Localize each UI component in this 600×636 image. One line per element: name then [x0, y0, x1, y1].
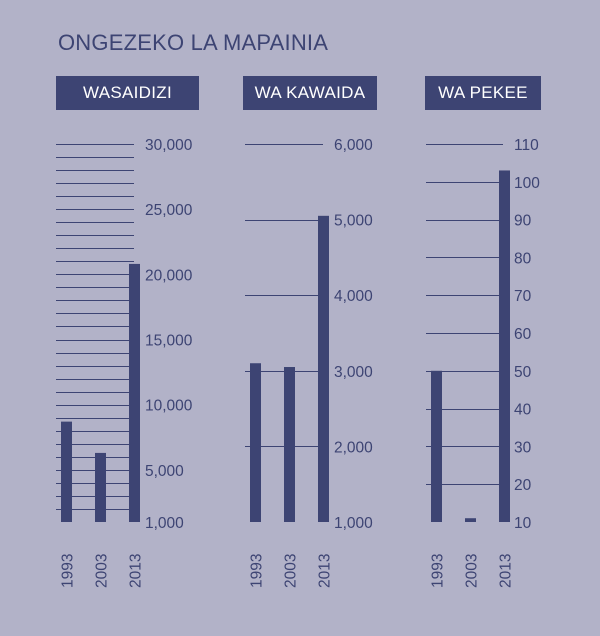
y-tick-label: 4,000: [334, 288, 373, 305]
x-category-label: 2013: [498, 554, 515, 588]
panel-label-wa-pekee: WA PEKEE: [425, 76, 541, 110]
x-category-label: 1993: [60, 554, 77, 588]
bar-2013: [499, 170, 510, 522]
y-tick-label: 1,000: [334, 515, 373, 532]
y-tick-label: 90: [514, 213, 532, 230]
y-tick-label: 5,000: [334, 213, 373, 230]
y-tick-label: 6,000: [334, 137, 373, 154]
y-tick-label: 1,000: [145, 515, 184, 532]
bar-2013: [129, 263, 140, 522]
y-tick-label: 80: [514, 250, 532, 267]
x-category-label: 2003: [283, 554, 300, 588]
bar-2003: [95, 452, 106, 522]
x-category-label: 2003: [464, 554, 481, 588]
y-tick-label: 70: [514, 288, 532, 305]
y-tick-label: 30: [514, 439, 532, 456]
y-tick-label: 15,000: [145, 333, 193, 350]
y-tick-label: 30,000: [145, 137, 193, 154]
y-tick-label: 110: [514, 137, 539, 154]
y-tick-label: 10: [514, 515, 532, 532]
bar-2003: [465, 518, 476, 522]
bar-1993: [250, 363, 261, 522]
x-category-label: 1993: [249, 554, 266, 588]
x-category-label: 2013: [317, 554, 334, 588]
x-category-label: 1993: [430, 554, 447, 588]
y-tick-label: 60: [514, 326, 532, 343]
y-tick-label: 5,000: [145, 463, 184, 480]
y-tick-label: 3,000: [334, 364, 373, 381]
y-tick-label: 50: [514, 364, 532, 381]
x-category-label: 2013: [128, 554, 145, 588]
y-tick-label: 20,000: [145, 267, 193, 284]
y-tick-label: 40: [514, 402, 532, 419]
bar-2003: [284, 367, 295, 522]
chart-title: ONGEZEKO LA MAPAINIA: [58, 30, 329, 55]
y-tick-label: 25,000: [145, 202, 193, 219]
y-tick-label: 2,000: [334, 439, 373, 456]
y-tick-label: 20: [514, 477, 532, 494]
panel-label-wa-kawaida: WA KAWAIDA: [243, 76, 377, 110]
bar-2013: [318, 215, 329, 522]
bar-1993: [431, 370, 442, 522]
bar-1993: [61, 421, 72, 522]
panel-label-wasaidizi: WASAIDIZI: [56, 76, 199, 110]
x-category-label: 2003: [94, 554, 111, 588]
y-tick-label: 10,000: [145, 398, 193, 415]
y-tick-label: 100: [514, 175, 540, 192]
